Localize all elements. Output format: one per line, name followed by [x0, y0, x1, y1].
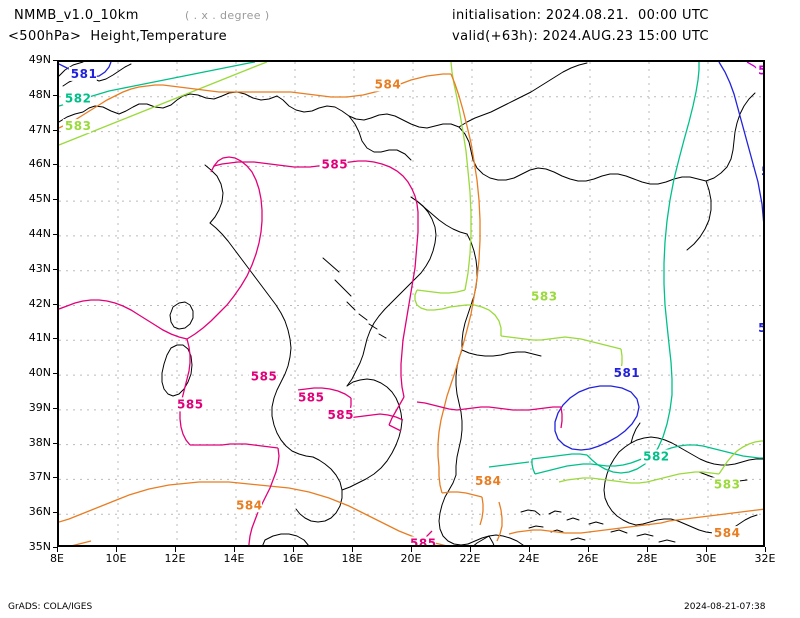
x-axis-tick-20E: 20E — [400, 552, 422, 565]
initialisation-time-label: initialisation: 2024.08.21. 00:00 UTC — [452, 8, 709, 23]
generation-timestamp-label: 2024-08-21-07:38 — [684, 602, 766, 612]
x-axis-tick-24E: 24E — [518, 552, 540, 565]
x-axis-tickmark-30E — [706, 547, 707, 552]
contour-583 — [59, 62, 763, 484]
y-axis-tickmark-37N — [53, 477, 58, 479]
x-axis-tick-8E: 8E — [50, 552, 64, 565]
x-axis-tick-28E: 28E — [636, 552, 658, 565]
y-axis-tickmark-39N — [53, 407, 58, 409]
x-axis-tickmark-22E — [470, 547, 471, 552]
x-axis-tick-16E: 16E — [282, 552, 304, 565]
x-axis-tickmark-26E — [588, 547, 589, 552]
map-clip-region: 581 582 583 584 580 58 58 585 583 581 585 585 585 585… — [59, 62, 763, 545]
y-axis-tickmark-49N — [53, 60, 58, 61]
y-axis-tick-43N: 43N — [28, 261, 51, 275]
y-axis-tick-44N: 44N — [28, 226, 51, 240]
y-axis-tick-48N: 48N — [28, 87, 51, 101]
contour-label-58-5: 58 — [761, 164, 763, 178]
contour-label-585-19: 585 — [410, 537, 437, 545]
contour-label-581-0: 581 — [71, 67, 98, 81]
x-axis-tick-12E: 12E — [164, 552, 186, 565]
y-axis-tick-41N: 41N — [28, 331, 51, 345]
x-axis-tick-10E: 10E — [105, 552, 127, 565]
contour-label-58-6: 58 — [758, 321, 763, 335]
model-name-label: NMMB_v1.0_10km — [14, 8, 139, 23]
contour-label-584-3: 584 — [375, 77, 402, 91]
valid-time-label: valid(+63h): 2024.AUG.23 15:00 UTC — [452, 29, 709, 44]
y-axis-tick-45N: 45N — [28, 192, 51, 206]
y-axis-tick-35N: 35N — [28, 540, 51, 553]
x-axis-tickmark-28E — [647, 547, 648, 552]
level-field-label: <500hPa> Height,Temperature — [8, 29, 227, 44]
contour-label-585-13: 585 — [327, 408, 354, 422]
contour-label-585-12: 585 — [298, 390, 325, 404]
x-axis-tickmark-32E — [765, 547, 766, 552]
contour-label-580-4: 580 — [758, 63, 763, 77]
x-axis-tick-26E: 26E — [577, 552, 599, 565]
y-axis-tick-36N: 36N — [28, 505, 51, 519]
contour-label-584-15: 584 — [475, 474, 502, 488]
contour-label-582-1: 582 — [65, 91, 92, 105]
x-axis-tick-22E: 22E — [459, 552, 481, 565]
x-axis-tick-14E: 14E — [223, 552, 245, 565]
y-axis-tick-38N: 38N — [28, 435, 51, 449]
contour-label-583-16: 583 — [714, 477, 741, 491]
y-axis-tickmark-46N — [53, 164, 58, 166]
y-axis-tick-42N: 42N — [28, 296, 51, 310]
contour-label-585-11: 585 — [177, 397, 204, 411]
y-axis-tickmark-36N — [53, 512, 58, 514]
y-axis-tickmark-43N — [53, 268, 58, 270]
y-axis-tick-40N: 40N — [28, 366, 51, 380]
contour-label-582-14: 582 — [643, 450, 670, 464]
x-axis-tickmark-18E — [352, 547, 353, 552]
map-plot-area: 581 582 583 584 580 58 58 585 583 581 585 585 585 585… — [57, 60, 765, 547]
contour-label-585-7: 585 — [322, 157, 349, 171]
x-axis-tick-18E: 18E — [341, 552, 363, 565]
y-axis-tickmark-48N — [53, 94, 58, 96]
contour-label-584-18: 584 — [714, 526, 741, 540]
contour-label-584-17: 584 — [236, 498, 263, 512]
y-axis-tickmark-38N — [53, 442, 58, 444]
x-axis-tickmark-8E — [57, 547, 58, 552]
x-axis-tickmark-24E — [529, 547, 530, 552]
software-credit-label: GrADS: COLA/IGES — [8, 602, 93, 612]
coastlines-and-borders — [59, 62, 763, 545]
resolution-note-label: ( . x . degree ) — [185, 9, 270, 22]
y-axis-tick-39N: 39N — [28, 400, 51, 414]
y-axis-tickmark-41N — [53, 338, 58, 340]
x-axis-tick-32E: 32E — [754, 552, 776, 565]
y-axis-tickmark-45N — [53, 199, 58, 201]
contour-label-581-9: 581 — [614, 366, 641, 380]
contour-label-583-8: 583 — [531, 290, 558, 304]
contour-label-583-2: 583 — [65, 119, 92, 133]
x-axis-tickmark-12E — [175, 547, 176, 552]
y-axis-tickmark-35N — [53, 547, 58, 548]
y-axis-tickmark-40N — [53, 373, 58, 375]
contour-label-585-10: 585 — [251, 370, 278, 384]
x-axis-tickmark-14E — [234, 547, 235, 552]
x-axis-tickmark-16E — [293, 547, 294, 552]
y-axis-tick-49N: 49N — [28, 53, 51, 66]
y-axis-tickmark-42N — [53, 303, 58, 305]
gridlines — [59, 62, 763, 545]
y-axis-tick-46N: 46N — [28, 157, 51, 171]
y-axis-tickmark-44N — [53, 233, 58, 235]
y-axis-tickmark-47N — [53, 129, 58, 131]
x-axis-tick-30E: 30E — [695, 552, 717, 565]
x-axis-tickmark-20E — [411, 547, 412, 552]
x-axis-tickmark-10E — [116, 547, 117, 552]
y-axis-tick-37N: 37N — [28, 470, 51, 484]
y-axis-tick-47N: 47N — [28, 122, 51, 136]
